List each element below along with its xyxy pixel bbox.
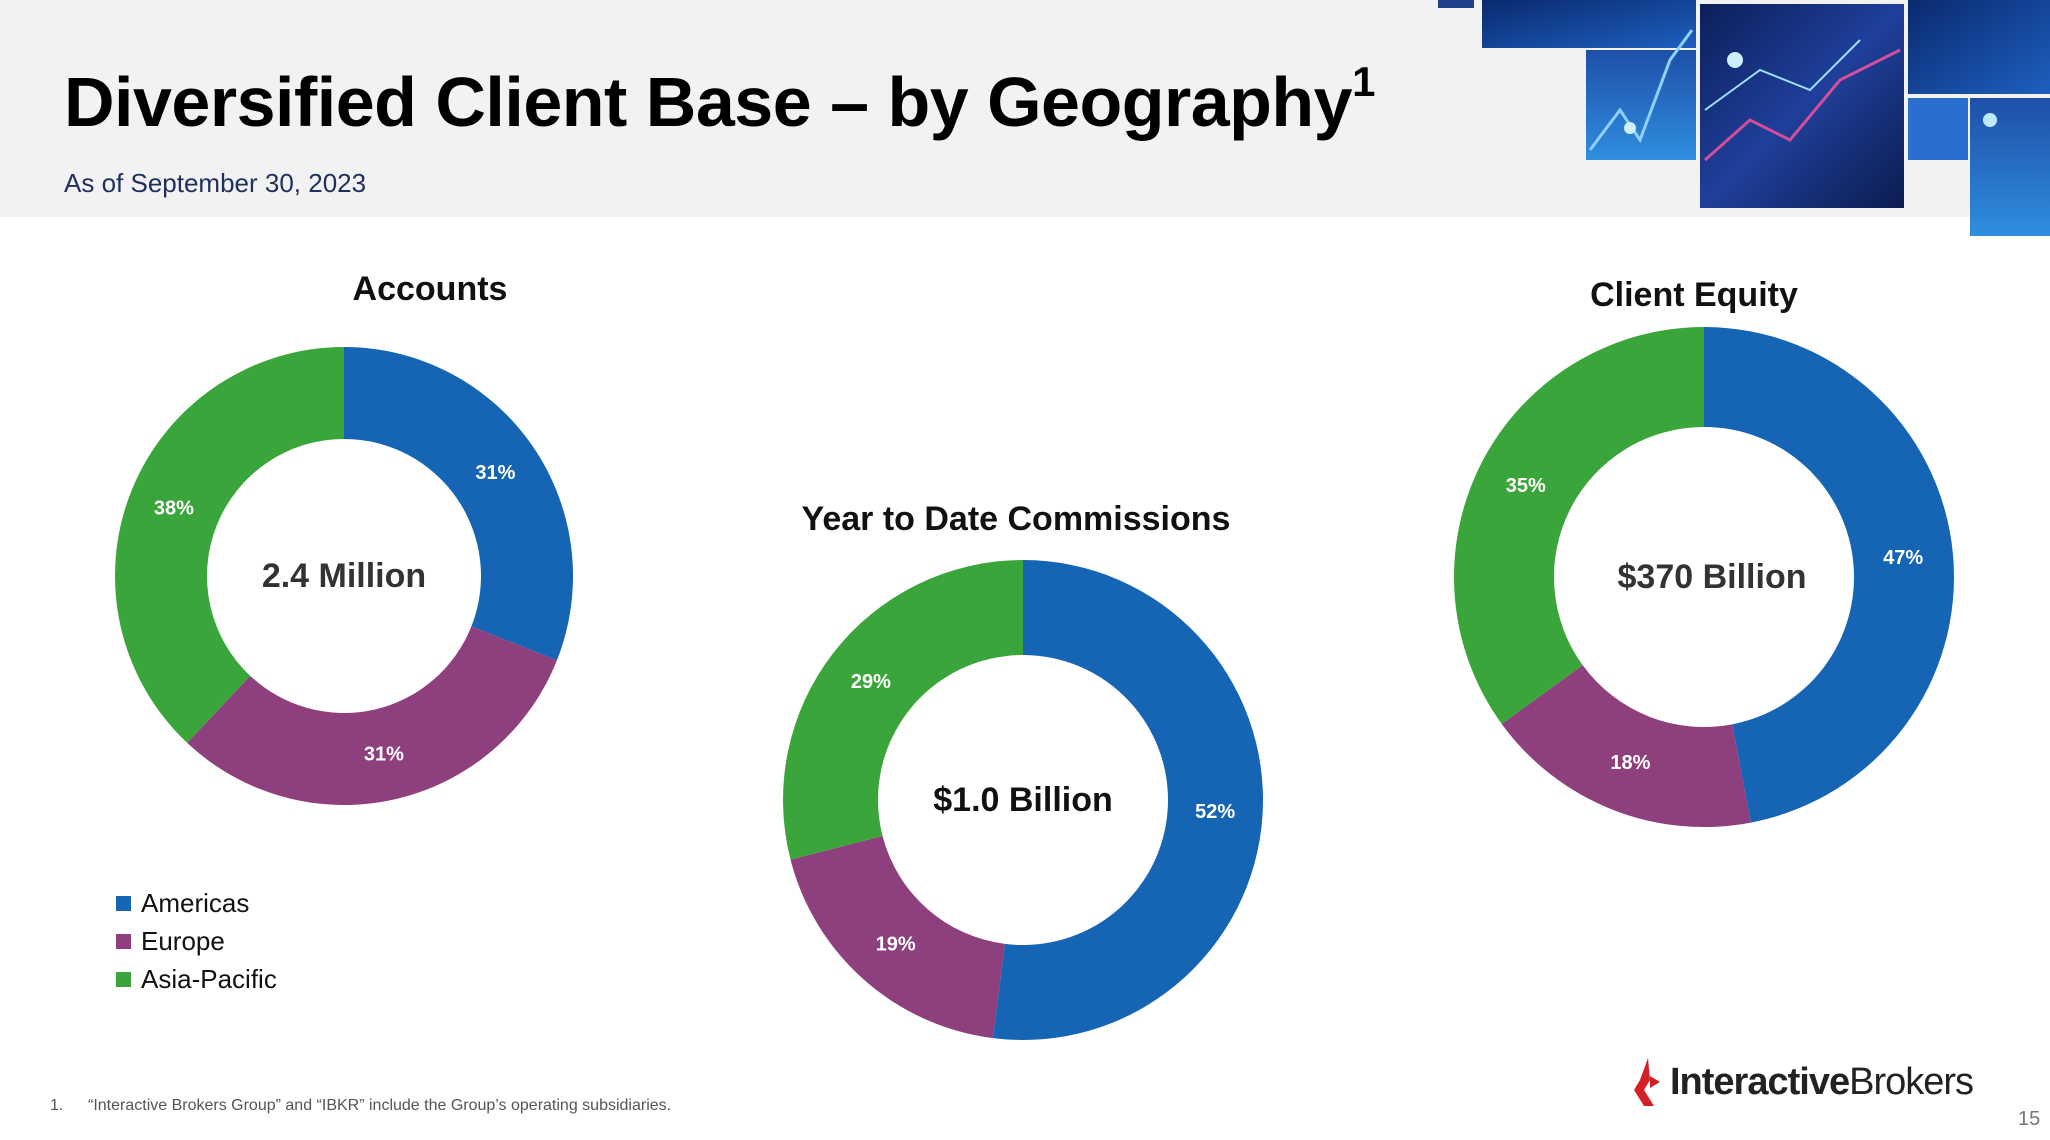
commissions-donut-chart: 52% 19% 29% $1.0 Billion <box>783 560 1263 1040</box>
legend-label: Americas <box>141 887 250 918</box>
logo-text: InteractiveBrokers <box>1670 1060 1974 1103</box>
interactive-brokers-logo: InteractiveBrokers <box>1632 1052 1974 1112</box>
logo-mark-icon <box>1634 1058 1660 1106</box>
legend-swatch-europe <box>116 933 131 949</box>
commissions-slices <box>783 560 1263 1040</box>
slice-asia-pacific <box>783 560 1023 860</box>
footnote-marker: 1 <box>1352 58 1375 105</box>
slice-asia-pacific <box>1454 327 1704 724</box>
percent-label-europe: 18% <box>1610 752 1650 774</box>
chart-legend: Americas Europe Asia-Pacific <box>116 884 277 998</box>
percent-label-asia-pacific: 35% <box>1506 475 1546 497</box>
percent-label-europe: 31% <box>364 744 404 766</box>
commissions-percent-labels: 52% 19% 29% <box>851 671 1235 955</box>
percent-label-americas: 31% <box>475 462 515 484</box>
legend-label: Asia-Pacific <box>141 963 277 994</box>
percent-label-americas: 47% <box>1883 547 1923 569</box>
accounts-center-label: 2.4 Million <box>262 557 426 595</box>
commissions-center-label: $1.0 Billion <box>933 781 1113 819</box>
slice-americas <box>992 560 1263 1040</box>
slice-europe <box>790 836 1005 1039</box>
legend-swatch-americas <box>116 895 131 911</box>
slice-europe <box>1501 665 1751 827</box>
page-number: 15 <box>2018 1108 2041 1130</box>
slice-asia-pacific <box>115 347 344 743</box>
legend-item-asia-pacific: Asia-Pacific <box>116 960 277 998</box>
slice-europe <box>187 626 557 805</box>
legend-label: Europe <box>141 925 225 956</box>
client-equity-chart-title: Client Equity <box>1590 276 1798 314</box>
decorative-market-image <box>1438 0 2050 236</box>
percent-label-americas: 52% <box>1195 801 1235 823</box>
page-title: Diversified Client Base – by Geography1 <box>64 58 1375 142</box>
accounts-donut-chart: 31% 31% 38% 2.4 Million <box>115 347 573 805</box>
percent-label-asia-pacific: 29% <box>851 671 891 693</box>
page-subtitle: As of September 30, 2023 <box>64 168 367 198</box>
footnote: 1. “Interactive Brokers Group” and “IBKR”… <box>50 1097 671 1115</box>
legend-item-europe: Europe <box>116 922 277 960</box>
client-equity-donut-chart: 47% 18% 35% $370 Billion <box>1454 327 1954 827</box>
footnote-number: 1. <box>50 1097 64 1114</box>
accounts-chart-title: Accounts <box>352 270 508 308</box>
accounts-percent-labels: 31% 31% 38% <box>154 462 516 765</box>
legend-swatch-asia-pacific <box>116 971 131 987</box>
accounts-slices <box>115 347 573 805</box>
slice-americas <box>1704 327 1954 823</box>
client-equity-center-label: $370 Billion <box>1618 558 1807 596</box>
percent-label-europe: 19% <box>876 933 916 955</box>
client-equity-percent-labels: 47% 18% 35% <box>1506 475 1924 774</box>
slice-americas <box>344 347 573 661</box>
footnote-text: “Interactive Brokers Group” and “IBKR” i… <box>88 1097 672 1114</box>
client-equity-slices <box>1454 327 1954 827</box>
legend-item-americas: Americas <box>116 884 277 922</box>
percent-label-asia-pacific: 38% <box>154 498 194 520</box>
commissions-chart-title: Year to Date Commissions <box>801 500 1231 538</box>
